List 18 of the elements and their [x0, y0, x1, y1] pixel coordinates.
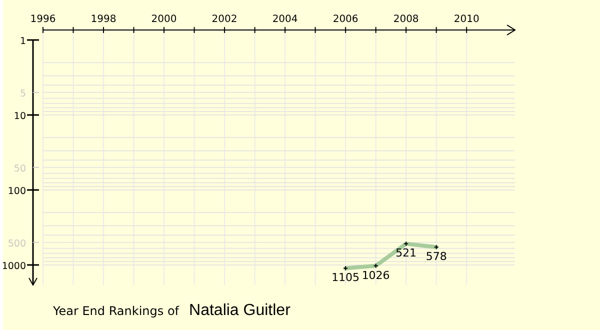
x-tick-label: 2000	[151, 14, 177, 25]
data-label: 521	[396, 246, 417, 260]
text: Natalia Guitler	[189, 302, 292, 319]
text: Year End Rankings of	[52, 304, 180, 318]
x-tick-label: 2002	[212, 14, 238, 25]
x-tick-label: 2006	[332, 14, 358, 25]
x-tick-label: 1998	[90, 14, 116, 25]
y-tick-label: 100	[8, 186, 26, 197]
x-tick-label: 2008	[393, 14, 419, 25]
y-tick-label: 1000	[2, 260, 26, 272]
x-tick-label: 2010	[454, 14, 480, 25]
data-label: 1105	[332, 271, 360, 284]
data-label: 578	[426, 250, 447, 264]
x-tick-label: 2004	[272, 14, 298, 25]
y-tick-label: 1	[20, 36, 26, 47]
data-label: 1026	[362, 268, 390, 282]
y-tick-label: 10	[14, 110, 26, 122]
x-tick-label: 1996	[30, 14, 56, 25]
